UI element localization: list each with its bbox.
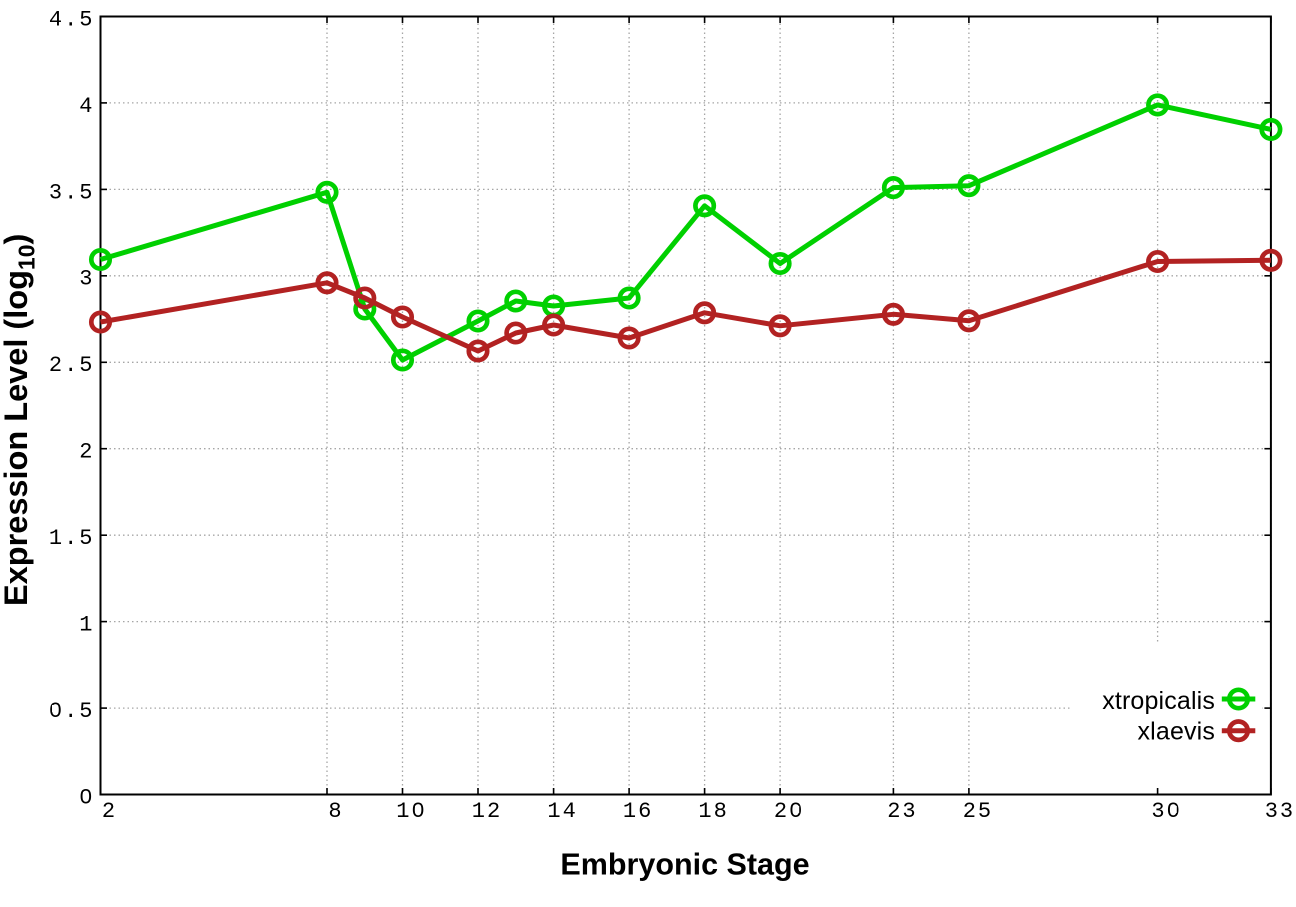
svg-text:xtropicalis: xtropicalis (1102, 687, 1215, 715)
svg-text:25: 25 (963, 799, 993, 824)
svg-text:8: 8 (328, 799, 343, 824)
svg-text:20: 20 (774, 799, 804, 824)
svg-text:2.5: 2.5 (49, 353, 95, 378)
svg-text:12: 12 (472, 799, 502, 824)
svg-text:1: 1 (79, 613, 94, 638)
svg-text:xlaevis: xlaevis (1138, 718, 1215, 746)
svg-text:2: 2 (79, 440, 94, 465)
svg-text:23: 23 (887, 799, 917, 824)
svg-text:16: 16 (623, 799, 653, 824)
svg-text:33: 33 (1265, 799, 1295, 824)
svg-text:10: 10 (396, 799, 426, 824)
svg-text:1.5: 1.5 (49, 526, 95, 551)
svg-text:14: 14 (547, 799, 577, 824)
svg-text:4: 4 (79, 94, 94, 119)
svg-text:30: 30 (1151, 799, 1181, 824)
svg-text:18: 18 (698, 799, 728, 824)
svg-text:3: 3 (79, 267, 94, 292)
svg-text:4.5: 4.5 (49, 7, 95, 32)
svg-text:3.5: 3.5 (49, 180, 95, 205)
svg-text:Expression Level (log10): Expression Level (log10) (0, 234, 39, 606)
svg-text:2: 2 (102, 799, 117, 824)
svg-text:Embryonic Stage: Embryonic Stage (560, 848, 809, 882)
